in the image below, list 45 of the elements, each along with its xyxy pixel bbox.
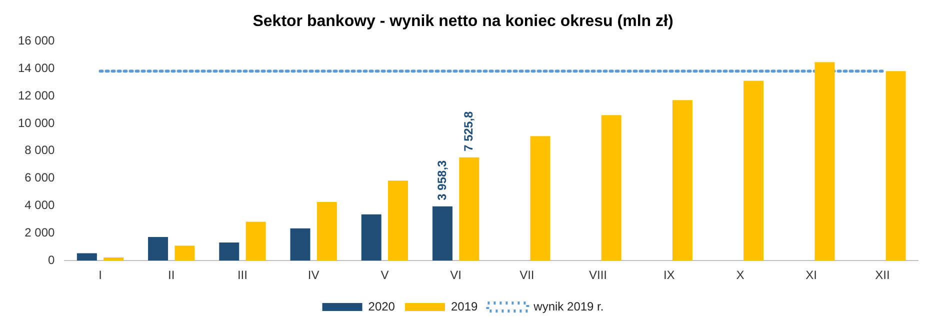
bar	[744, 80, 764, 261]
bar	[76, 253, 97, 261]
bar	[432, 206, 452, 261]
bar	[459, 157, 480, 261]
legend-label: 2019	[450, 299, 478, 314]
bar	[219, 242, 240, 261]
x-tick-label: IV	[308, 268, 320, 282]
legend-label: 2020	[368, 299, 396, 314]
x-tick-label: VIII	[589, 268, 608, 282]
x-tick-label: V	[380, 268, 389, 282]
bar	[361, 214, 382, 261]
bar	[316, 202, 337, 261]
bar	[246, 222, 266, 261]
bar	[174, 246, 195, 261]
legend-label: wynik 2019 r.	[532, 299, 604, 314]
bar	[104, 257, 124, 261]
chart-title: Sektor bankowy - wynik netto na koniec okresu (mln zł)	[252, 13, 674, 30]
y-tick-label: 8 000	[24, 143, 56, 158]
x-tick-label: XII	[875, 268, 890, 282]
bar	[388, 180, 408, 261]
y-tick-label: 0	[48, 252, 56, 267]
x-tick-label: VI	[450, 268, 462, 282]
x-tick-label: II	[168, 268, 175, 282]
bar	[290, 228, 310, 261]
x-tick-label: III	[237, 268, 248, 282]
y-tick-label: 6 000	[24, 170, 56, 185]
y-tick-label: 12 000	[18, 88, 56, 102]
data-label: 7 525,8	[461, 111, 476, 152]
bar	[814, 62, 835, 261]
x-tick-label: VII	[520, 268, 534, 282]
bar	[148, 237, 168, 261]
x-tick-label: X	[736, 268, 744, 282]
y-tick-label: 4 000	[24, 198, 56, 212]
y-tick-label: 14 000	[18, 60, 56, 75]
bar	[672, 100, 692, 261]
bar	[530, 136, 550, 261]
y-tick-label: 2 000	[24, 225, 56, 240]
bar	[886, 71, 906, 261]
y-tick-label: 16 000	[18, 34, 56, 48]
x-tick-label: I	[98, 268, 102, 282]
y-tick-label: 10 000	[18, 116, 56, 130]
data-label: 3 958,3	[434, 160, 449, 200]
bar	[601, 115, 622, 261]
x-tick-label: IX	[663, 268, 675, 282]
x-tick-label: XI	[806, 268, 818, 282]
